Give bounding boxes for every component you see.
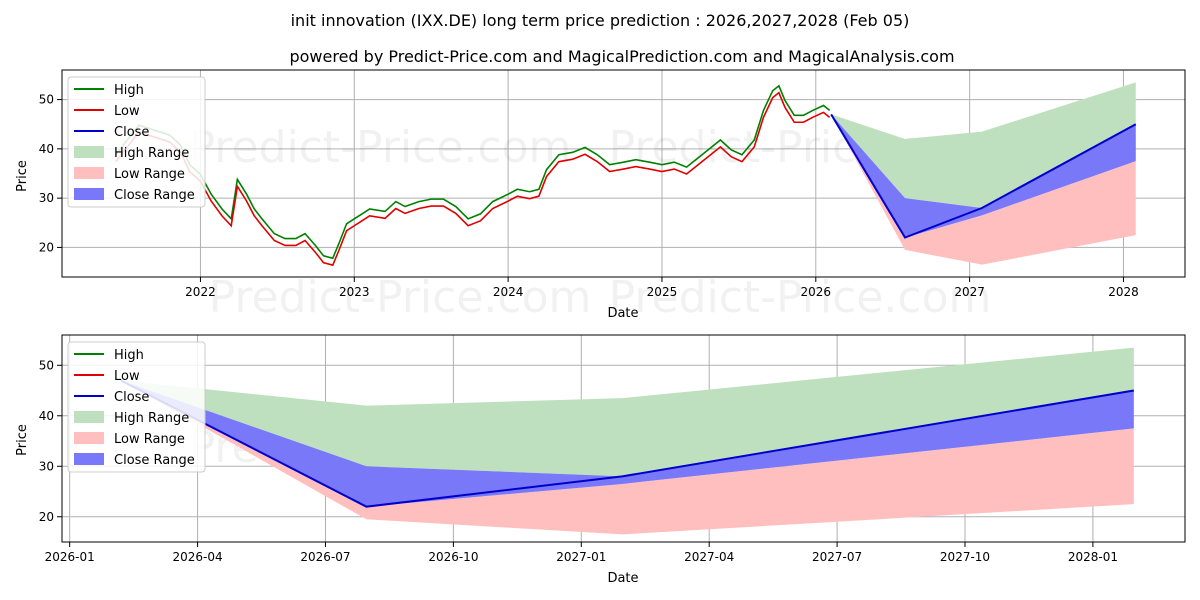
bottom-x-axis-label: Date (607, 571, 638, 586)
y-tick-label: 30 (39, 459, 54, 473)
x-tick-label: 2027 (954, 285, 985, 299)
legend-high-label: High (114, 83, 144, 98)
y-tick-label: 30 (39, 191, 54, 205)
y-tick-label: 50 (39, 93, 54, 107)
x-tick-label: 2028-01 (1068, 550, 1118, 564)
top-watermark-3: Predict-Price.com (209, 272, 592, 323)
y-tick-label: 20 (39, 510, 54, 524)
x-tick-label: 2025 (647, 285, 678, 299)
x-tick-label: 2027-04 (684, 550, 734, 564)
y-tick-label: 20 (39, 240, 54, 254)
x-tick-label: 2026 (801, 285, 832, 299)
x-tick-label: 2024 (493, 285, 524, 299)
top-watermark-4: Predict-Price.com (609, 272, 992, 323)
x-tick-label: 2023 (339, 285, 370, 299)
top-series (115, 82, 1137, 267)
legend-high-range-swatch (74, 411, 104, 423)
x-tick-label: 2026-04 (173, 550, 223, 564)
legend-low-range-swatch (74, 432, 104, 444)
x-tick-label: 2028 (1108, 285, 1139, 299)
legend-high-label: High (114, 348, 144, 363)
y-tick-label: 40 (39, 142, 54, 156)
high-range-band (120, 347, 1134, 477)
low-range-band (120, 380, 1134, 535)
top-watermark-1: Predict-Price.com (189, 122, 572, 173)
bottom-y-ticks: 20 30 40 50 (39, 358, 62, 524)
legend-close-range-swatch (74, 188, 104, 200)
x-tick-label: 2026-10 (428, 550, 478, 564)
x-tick-label: 2027-07 (812, 550, 862, 564)
legend-low-label: Low (114, 104, 140, 119)
legend-close-label: Close (114, 390, 149, 405)
legend-low-label: Low (114, 369, 140, 384)
chart-title: init innovation (IXX.DE) long term price… (291, 11, 910, 30)
top-y-ticks: 20 30 40 50 (39, 93, 62, 254)
high-line (115, 84, 831, 260)
x-tick-label: 2027-01 (556, 550, 606, 564)
x-tick-label: 2026-07 (300, 550, 350, 564)
low-range-band (831, 114, 1136, 265)
bottom-legend: High Low Close High Range Low Range Clos… (67, 341, 206, 473)
legend-close-label: Close (114, 125, 149, 140)
bottom-plot: Predict-Price.com Predict-Price.com 2026… (15, 334, 1186, 586)
legend-close-range-label: Close Range (114, 453, 195, 468)
chart-subtitle: powered by Predict-Price.com and Magical… (289, 47, 954, 66)
bottom-x-ticks: 2026-01 2026-04 2026-07 2026-10 2027-01 2027-… (45, 542, 1118, 564)
bottom-series (120, 347, 1135, 535)
legend-close-range-label: Close Range (114, 188, 195, 203)
close-forecast-line (830, 113, 1137, 239)
bottom-plot-frame (61, 334, 1186, 543)
top-x-axis-label: Date (607, 306, 638, 321)
legend-high-range-label: High Range (114, 146, 189, 161)
x-tick-label: 2027-10 (940, 550, 990, 564)
legend-low-range-label: Low Range (114, 167, 185, 182)
x-tick-label: 2022 (185, 285, 216, 299)
top-plot: Predict-Price.com Predict-Price.com Pred… (15, 69, 1186, 323)
legend-low-range-label: Low Range (114, 432, 185, 447)
bottom-y-axis-label: Price (15, 424, 30, 456)
legend-low-range-swatch (74, 167, 104, 179)
y-tick-label: 40 (39, 409, 54, 423)
y-tick-label: 50 (39, 358, 54, 372)
low-line (115, 91, 831, 267)
top-x-ticks: 2022 2023 2024 2025 2026 2027 2028 (185, 277, 1139, 299)
legend-high-range-swatch (74, 146, 104, 158)
top-plot-frame (61, 69, 1186, 278)
high-range-band (831, 82, 1136, 208)
close-forecast-line (120, 379, 1135, 508)
top-legend: High Low Close High Range Low Range Clos… (67, 76, 206, 208)
legend-high-range-label: High Range (114, 411, 189, 426)
legend-close-range-swatch (74, 453, 104, 465)
x-tick-label: 2026-01 (45, 550, 95, 564)
close-range-band (831, 114, 1136, 238)
close-range-band (120, 380, 1134, 507)
top-y-axis-label: Price (15, 160, 30, 192)
